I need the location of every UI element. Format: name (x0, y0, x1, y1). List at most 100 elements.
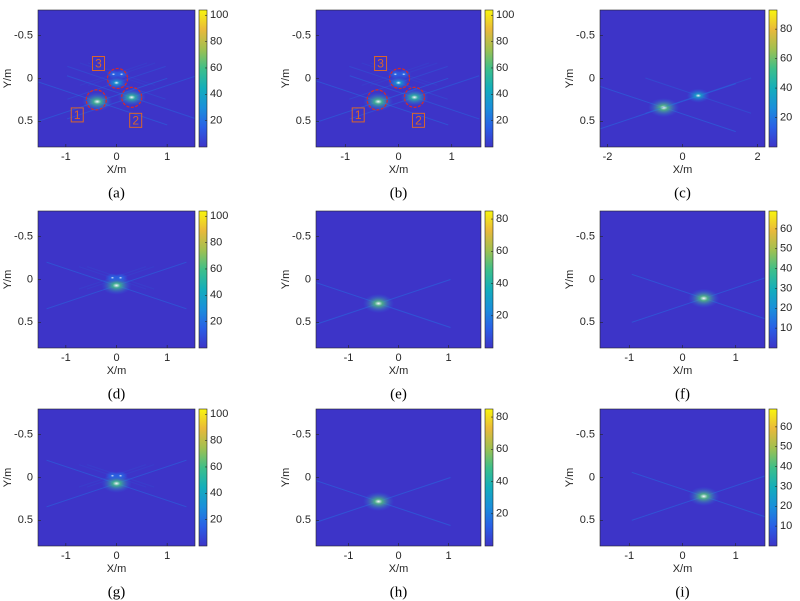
colorbar-tick-label: 20 (496, 310, 508, 322)
panel: -2 0 2 -0.5 0 0.5 X/m Y/m (c) 20 40 60 80 (564, 9, 792, 201)
annotation-circle (121, 86, 143, 108)
caption: (h) (390, 584, 408, 600)
peak (114, 69, 129, 79)
caption: (c) (674, 185, 691, 201)
peak (648, 98, 680, 118)
x-axis-label: X/m (389, 164, 409, 176)
x-tick-label: 1 (445, 550, 451, 562)
x-axis-label: X/m (673, 365, 693, 377)
colorbar-tick-label: 60 (780, 421, 792, 433)
annotation-circle (366, 89, 388, 111)
y-axis-label: Y/m (2, 69, 14, 89)
panel: -1 0 1 -0.5 0 0.5 X/m Y/m (f) 10 20 30 40 50 60 (564, 210, 792, 402)
heatmap-peaks (46, 459, 187, 508)
colorbar-tick-label: 10 (780, 322, 792, 334)
y-tick-label: 0 (305, 471, 311, 483)
x-tick-label: 1 (164, 550, 170, 562)
y-tick-label: 0.5 (296, 316, 311, 328)
y-tick-label: 0 (589, 273, 595, 285)
peak (113, 273, 128, 283)
y-tick-label: 0.5 (580, 514, 595, 526)
x-axis-label: X/m (673, 164, 693, 176)
heatmap-peaks (316, 477, 451, 526)
x-tick-label: 0 (395, 151, 401, 163)
y-tick-label: 0 (589, 72, 595, 84)
x-tick-label: -1 (624, 352, 634, 364)
x-tick-label: -2 (603, 151, 613, 163)
x-tick-label: 0 (113, 352, 119, 364)
heatmap-peaks (631, 471, 765, 521)
y-tick-label: -0.5 (292, 231, 311, 243)
y-axis-label: Y/m (564, 468, 576, 488)
annotation-label: 2 (415, 114, 422, 128)
annotation-label: 1 (355, 108, 362, 122)
colorbar-tick-label: 40 (210, 289, 222, 301)
colorbar-tick-label: 60 (210, 263, 222, 275)
annotation-circle (85, 89, 107, 111)
colorbar-tick-label: 40 (780, 262, 792, 274)
colorbar-tick-label: 20 (496, 115, 508, 127)
annotation-box (129, 112, 143, 128)
y-tick-label: 0 (589, 471, 595, 483)
heatmap-peaks (46, 261, 187, 310)
colorbar-tick-label: 80 (210, 36, 222, 48)
x-axis-label: X/m (107, 365, 127, 377)
heatmap-peaks (316, 62, 480, 126)
colorbar (198, 9, 208, 148)
x-axis-label: X/m (107, 563, 127, 575)
x-tick-label: 1 (733, 550, 739, 562)
colorbar-tick-label: 40 (210, 487, 222, 499)
x-tick-label: 1 (164, 151, 170, 163)
y-tick-label: -0.5 (14, 30, 33, 42)
annotation-label: 3 (95, 57, 102, 71)
y-tick-label: -0.5 (14, 429, 33, 441)
colorbar-tick-label: 60 (496, 443, 508, 455)
colorbar-tick-label: 60 (496, 245, 508, 257)
annotation-box (70, 107, 84, 123)
y-tick-label: -0.5 (576, 231, 595, 243)
colorbar-tick-label: 50 (780, 441, 792, 453)
y-tick-label: -0.5 (292, 429, 311, 441)
y-tick-label: 0.5 (580, 115, 595, 127)
colorbar-tick-label: 100 (496, 9, 514, 21)
annotation-label: 1 (74, 108, 81, 122)
colorbar-tick-label: 60 (496, 62, 508, 74)
caption: (g) (108, 584, 126, 600)
annotation-label: 3 (377, 57, 384, 71)
colorbar (768, 408, 778, 547)
x-tick-label: 0 (679, 550, 685, 562)
colorbar-tick-label: 80 (210, 237, 222, 249)
colorbar (768, 210, 778, 349)
x-axis-label: X/m (389, 563, 409, 575)
y-tick-label: 0.5 (18, 514, 33, 526)
heatmap-field (600, 211, 765, 348)
colorbar-tick-label: 40 (780, 82, 792, 94)
colorbar-tick-label: 40 (496, 277, 508, 289)
colorbar-tick-label: 100 (210, 9, 228, 21)
panel: -1 0 1 -0.5 0 0.5 X/m Y/m (d) 20 40 60 80 100 (2, 210, 228, 402)
colorbar-tick-label: 100 (210, 408, 228, 420)
x-tick-label: 1 (449, 151, 455, 163)
colorbar-tick-label: 60 (210, 62, 222, 74)
y-axis-label: Y/m (564, 69, 576, 89)
colorbar-tick-label: 60 (210, 461, 222, 473)
x-tick-label: 1 (445, 352, 451, 364)
colorbar-tick-label: 100 (210, 210, 228, 222)
y-tick-label: 0.5 (296, 514, 311, 526)
heatmap-peaks (600, 77, 752, 133)
x-tick-label: 0 (679, 151, 685, 163)
y-tick-label: 0 (27, 471, 33, 483)
peak (400, 88, 429, 106)
caption: (a) (108, 185, 125, 201)
heatmap-peaks (631, 273, 765, 323)
y-tick-label: -0.5 (14, 231, 33, 243)
x-tick-label: -1 (61, 550, 71, 562)
x-tick-label: -1 (344, 550, 354, 562)
colorbar (484, 9, 494, 148)
y-axis-label: Y/m (280, 270, 292, 290)
y-tick-label: 0.5 (18, 316, 33, 328)
colorbar-tick-label: 20 (210, 115, 222, 127)
y-tick-label: 0 (27, 273, 33, 285)
annotation-box (351, 107, 365, 123)
